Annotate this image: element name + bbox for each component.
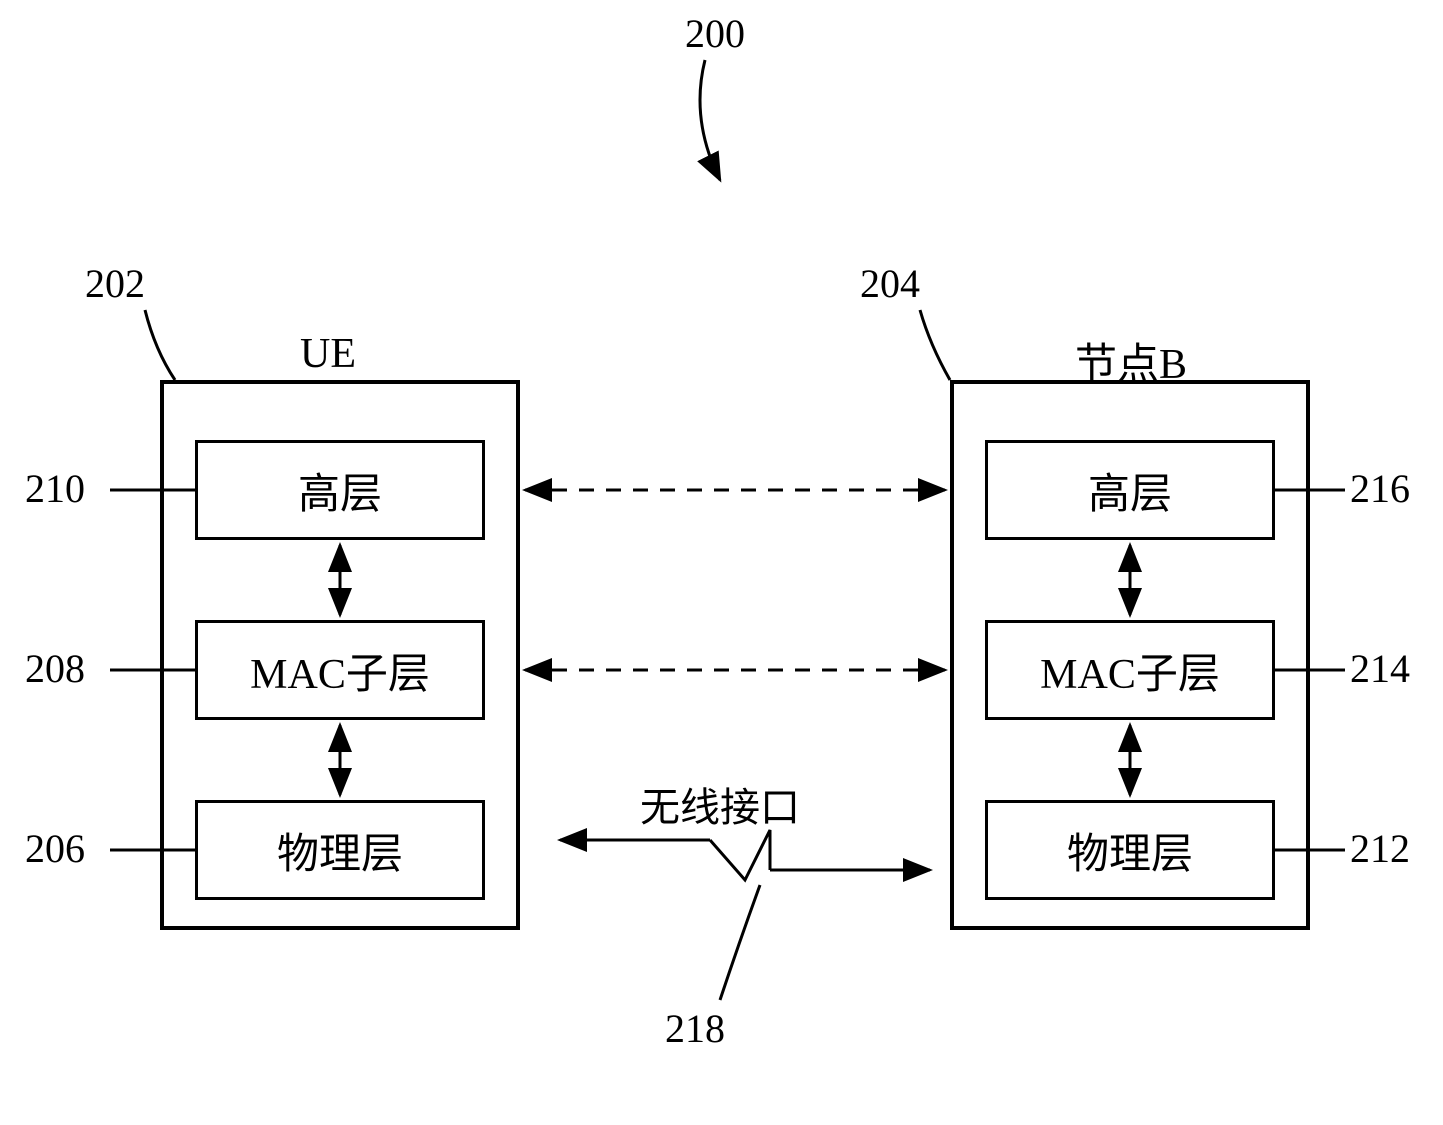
- nodeb-layer-mac: MAC子层: [985, 620, 1275, 720]
- wireless-interface-label: 无线接口: [640, 775, 800, 833]
- ref-218: 218: [665, 1005, 725, 1052]
- ref-216: 216: [1350, 465, 1410, 512]
- leader-200: [700, 60, 720, 180]
- nodeb-layer-high-label: 高层: [1088, 460, 1172, 521]
- wireless-interface-symbol: [560, 830, 930, 880]
- title-ue: UE: [300, 330, 356, 378]
- ref-210: 210: [25, 465, 85, 512]
- nodeb-layer-high: 高层: [985, 440, 1275, 540]
- ue-layer-high-label: 高层: [298, 460, 382, 521]
- ref-202: 202: [85, 260, 145, 307]
- nodeb-layer-phy: 物理层: [985, 800, 1275, 900]
- ref-200: 200: [685, 10, 745, 57]
- ref-208: 208: [25, 645, 85, 692]
- ue-layer-phy-label: 物理层: [277, 820, 403, 881]
- ue-layer-phy: 物理层: [195, 800, 485, 900]
- leader-202: [145, 310, 175, 380]
- ue-layer-mac-label: MAC子层: [250, 640, 430, 701]
- leader-218: [720, 885, 760, 1000]
- ref-214: 214: [1350, 645, 1410, 692]
- ue-layer-mac: MAC子层: [195, 620, 485, 720]
- ref-206: 206: [25, 825, 85, 872]
- nodeb-layer-mac-label: MAC子层: [1040, 640, 1220, 701]
- nodeb-layer-phy-label: 物理层: [1067, 820, 1193, 881]
- ue-layer-high: 高层: [195, 440, 485, 540]
- ref-204: 204: [860, 260, 920, 307]
- leader-204: [920, 310, 950, 380]
- ref-212: 212: [1350, 825, 1410, 872]
- diagram-container: 200 202 UE 高层 210 MAC子层 208 物理层 206 204 …: [0, 0, 1443, 1125]
